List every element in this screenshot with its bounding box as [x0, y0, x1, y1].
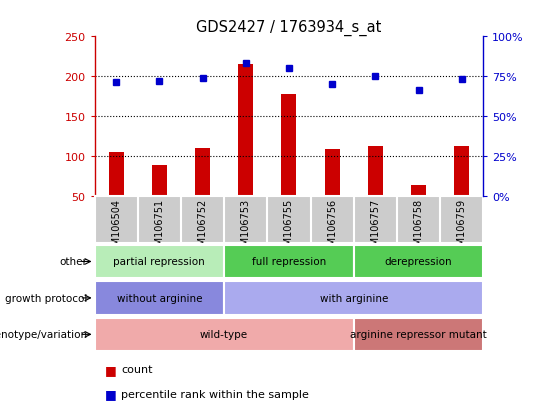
Text: other: other: [60, 257, 87, 267]
Bar: [281, 95, 296, 196]
Text: GSM106755: GSM106755: [284, 199, 294, 258]
Bar: [354, 245, 483, 278]
Bar: [224, 282, 483, 315]
Text: GSM106751: GSM106751: [154, 199, 164, 258]
Bar: [94, 282, 224, 315]
Bar: [411, 186, 426, 196]
Text: without arginine: without arginine: [117, 293, 202, 303]
Bar: [224, 245, 354, 278]
Bar: [325, 150, 340, 196]
Text: GSM106756: GSM106756: [327, 199, 337, 258]
Text: GSM106757: GSM106757: [370, 199, 380, 258]
Text: GSM106753: GSM106753: [241, 199, 251, 258]
Text: GSM106758: GSM106758: [414, 199, 423, 258]
Text: genotype/variation: genotype/variation: [0, 330, 87, 339]
Bar: [152, 166, 167, 196]
Text: with arginine: with arginine: [320, 293, 388, 303]
Bar: [354, 318, 483, 351]
Bar: [94, 245, 224, 278]
Text: growth protocol: growth protocol: [5, 293, 87, 303]
Bar: [195, 148, 210, 196]
Title: GDS2427 / 1763934_s_at: GDS2427 / 1763934_s_at: [196, 20, 382, 36]
Text: ■: ■: [105, 387, 117, 401]
Bar: [94, 318, 354, 351]
Text: partial repression: partial repression: [113, 257, 205, 267]
Text: arginine repressor mutant: arginine repressor mutant: [350, 330, 487, 339]
Bar: [109, 152, 124, 196]
Bar: [368, 147, 383, 196]
Text: derepression: derepression: [384, 257, 453, 267]
Text: percentile rank within the sample: percentile rank within the sample: [122, 389, 309, 399]
Text: count: count: [122, 364, 153, 374]
Text: ■: ■: [105, 363, 117, 376]
Text: GSM106759: GSM106759: [457, 199, 467, 258]
Text: wild-type: wild-type: [200, 330, 248, 339]
Text: GSM106752: GSM106752: [198, 199, 207, 258]
Bar: [238, 65, 253, 196]
Bar: [454, 147, 469, 196]
Text: full repression: full repression: [252, 257, 326, 267]
Text: GSM106504: GSM106504: [111, 199, 121, 257]
